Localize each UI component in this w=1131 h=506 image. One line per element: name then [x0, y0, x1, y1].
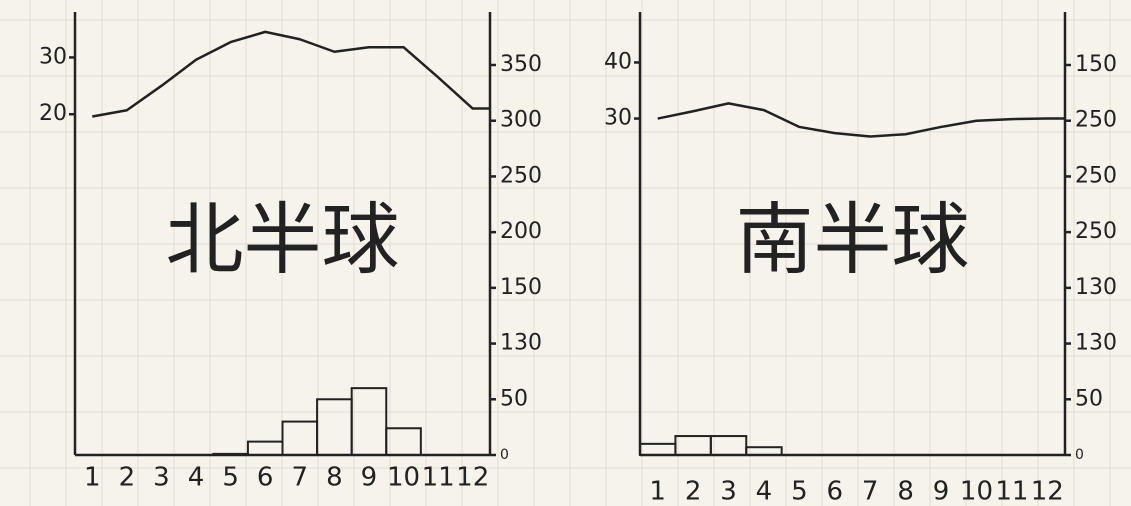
precipitation-bar: [709, 435, 748, 456]
x-tick-label: 6: [257, 463, 274, 493]
y2-tick-label: 150: [1075, 52, 1117, 77]
y2-tick-label: 250: [1075, 163, 1117, 188]
y2-tick-label: 50: [1075, 386, 1103, 411]
y2-tick-label: 250: [1075, 219, 1117, 244]
x-tick-label: 9: [933, 477, 950, 506]
y2-tick-label: 300: [500, 108, 542, 133]
x-tick-label: 2: [119, 463, 136, 493]
x-tick-label: 11: [422, 463, 455, 493]
x-tick-label: 2: [685, 477, 702, 506]
y-tick-label: 40: [604, 49, 632, 74]
precipitation-bar: [212, 452, 249, 456]
x-tick-label: 6: [827, 477, 844, 506]
x-tick-label: 11: [995, 477, 1028, 506]
annotation: 南半球: [735, 195, 969, 285]
temperature-line: [92, 30, 490, 118]
x-tick-label: 1: [84, 463, 101, 493]
x-tick-label: 10: [960, 477, 993, 506]
x-tick-label: 5: [791, 477, 808, 506]
y2-tick-label: 250: [1075, 108, 1117, 133]
x-tick-label: 8: [897, 477, 914, 506]
precipitation-bar: [350, 387, 388, 456]
x-tick-label: 12: [1031, 477, 1064, 506]
y2-tick-label: 150: [500, 275, 542, 300]
precipitation-bar: [385, 427, 422, 456]
x-tick-label: 5: [222, 463, 239, 493]
y2-tick-label: 130: [500, 331, 542, 356]
y2-tick-label: 0: [500, 447, 509, 463]
annotation: 北半球: [165, 195, 399, 285]
y2-tick-label: 350: [500, 52, 542, 77]
x-tick-label: 9: [361, 463, 378, 493]
x-tick-label: 3: [720, 477, 737, 506]
y-tick-label: 20: [39, 101, 67, 126]
x-tick-label: 7: [292, 463, 309, 493]
x-tick-label: 3: [153, 463, 170, 493]
y2-tick-label: 50: [500, 386, 528, 411]
y-tick-label: 30: [39, 44, 67, 69]
x-tick-label: 1: [649, 477, 666, 506]
x-tick-label: 7: [862, 477, 879, 506]
x-tick-label: 8: [326, 463, 343, 493]
x-tick-label: 12: [456, 463, 489, 493]
y2-tick-label: 130: [1075, 331, 1117, 356]
temperature-line: [657, 102, 1065, 138]
y2-tick-label: 130: [1075, 275, 1117, 300]
precipitation-bar: [745, 446, 783, 457]
y2-tick-label: 0: [1075, 447, 1084, 463]
y-tick-label: 30: [604, 106, 632, 131]
x-tick-label: 10: [387, 463, 420, 493]
x-tick-label: 4: [756, 477, 773, 506]
x-tick-label: 4: [188, 463, 205, 493]
y2-tick-label: 200: [500, 219, 542, 244]
y2-tick-label: 250: [500, 163, 542, 188]
